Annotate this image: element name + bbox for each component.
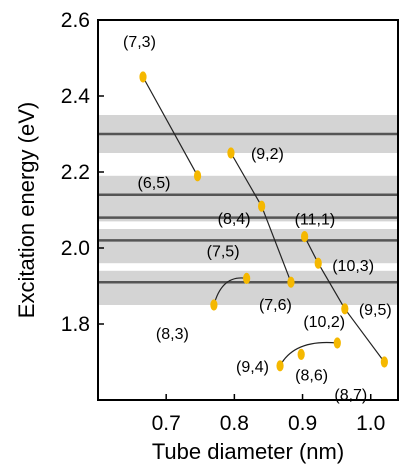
data-point-8-3 xyxy=(210,299,218,311)
data-point-11-1 xyxy=(300,231,309,243)
x-axis-ticks: 0.7 0.8 0.9 1.0 xyxy=(152,394,385,435)
x-tick-label: 0.8 xyxy=(220,412,249,435)
connector-2 xyxy=(261,205,292,283)
data-point-8-4 xyxy=(258,200,266,212)
y-axis-ticks: 1.8 2.0 2.2 2.4 2.6 xyxy=(61,9,104,336)
data-points xyxy=(139,71,388,372)
band-2 xyxy=(98,229,398,264)
data-point-10-3 xyxy=(314,257,322,269)
x-tick-label: 0.9 xyxy=(288,412,317,435)
y-tick-label: 2.0 xyxy=(61,237,90,260)
data-point-8-7 xyxy=(380,356,388,368)
connector-1 xyxy=(230,152,263,207)
y-tick-label: 1.8 xyxy=(61,313,90,336)
point-label: (9,2) xyxy=(251,146,284,163)
y-tick-label: 2.2 xyxy=(61,161,90,184)
point-label: (11,1) xyxy=(295,212,336,229)
y-axis-label: Excitation energy (eV) xyxy=(14,102,39,318)
y-tick-label: 2.4 xyxy=(61,85,91,108)
y-tick-label: 2.6 xyxy=(61,9,90,32)
point-label: (9,4) xyxy=(236,359,269,376)
point-label: (8,6) xyxy=(295,367,328,384)
data-point-7-6 xyxy=(287,276,295,288)
data-point-7-5 xyxy=(243,272,251,284)
data-point-6-5 xyxy=(193,170,202,182)
connector-0 xyxy=(142,76,199,177)
data-point-7-3 xyxy=(139,71,147,83)
connector-3 xyxy=(304,236,319,264)
point-labels: (7,3) (6,5) (9,2) (8,4) (7,6) (11,1) (10,3) (9,… xyxy=(123,34,392,404)
data-point-9-2 xyxy=(227,147,235,159)
data-point-8-6 xyxy=(297,348,305,360)
point-label: (10,3) xyxy=(332,258,374,275)
point-label: (7,5) xyxy=(207,243,240,260)
data-point-9-5 xyxy=(341,303,349,315)
data-point-9-4 xyxy=(276,360,284,372)
point-label: (7,3) xyxy=(123,34,156,51)
connector-7 xyxy=(279,341,338,367)
x-tick-label: 0.7 xyxy=(152,412,181,435)
connector-5 xyxy=(344,308,385,363)
data-point-10-2 xyxy=(333,337,341,349)
point-label: (7,6) xyxy=(259,297,292,314)
point-label: (8,7) xyxy=(334,387,367,404)
point-label: (8,3) xyxy=(156,326,189,343)
x-axis-label: Tube diameter (nm) xyxy=(152,439,344,464)
connector-4 xyxy=(317,262,346,310)
point-label: (10,2) xyxy=(303,314,345,331)
point-label: (6,5) xyxy=(138,175,171,192)
x-tick-label: 1.0 xyxy=(356,412,385,435)
point-label: (9,5) xyxy=(359,302,392,319)
point-label: (8,4) xyxy=(218,211,251,228)
plot-frame xyxy=(97,19,399,401)
